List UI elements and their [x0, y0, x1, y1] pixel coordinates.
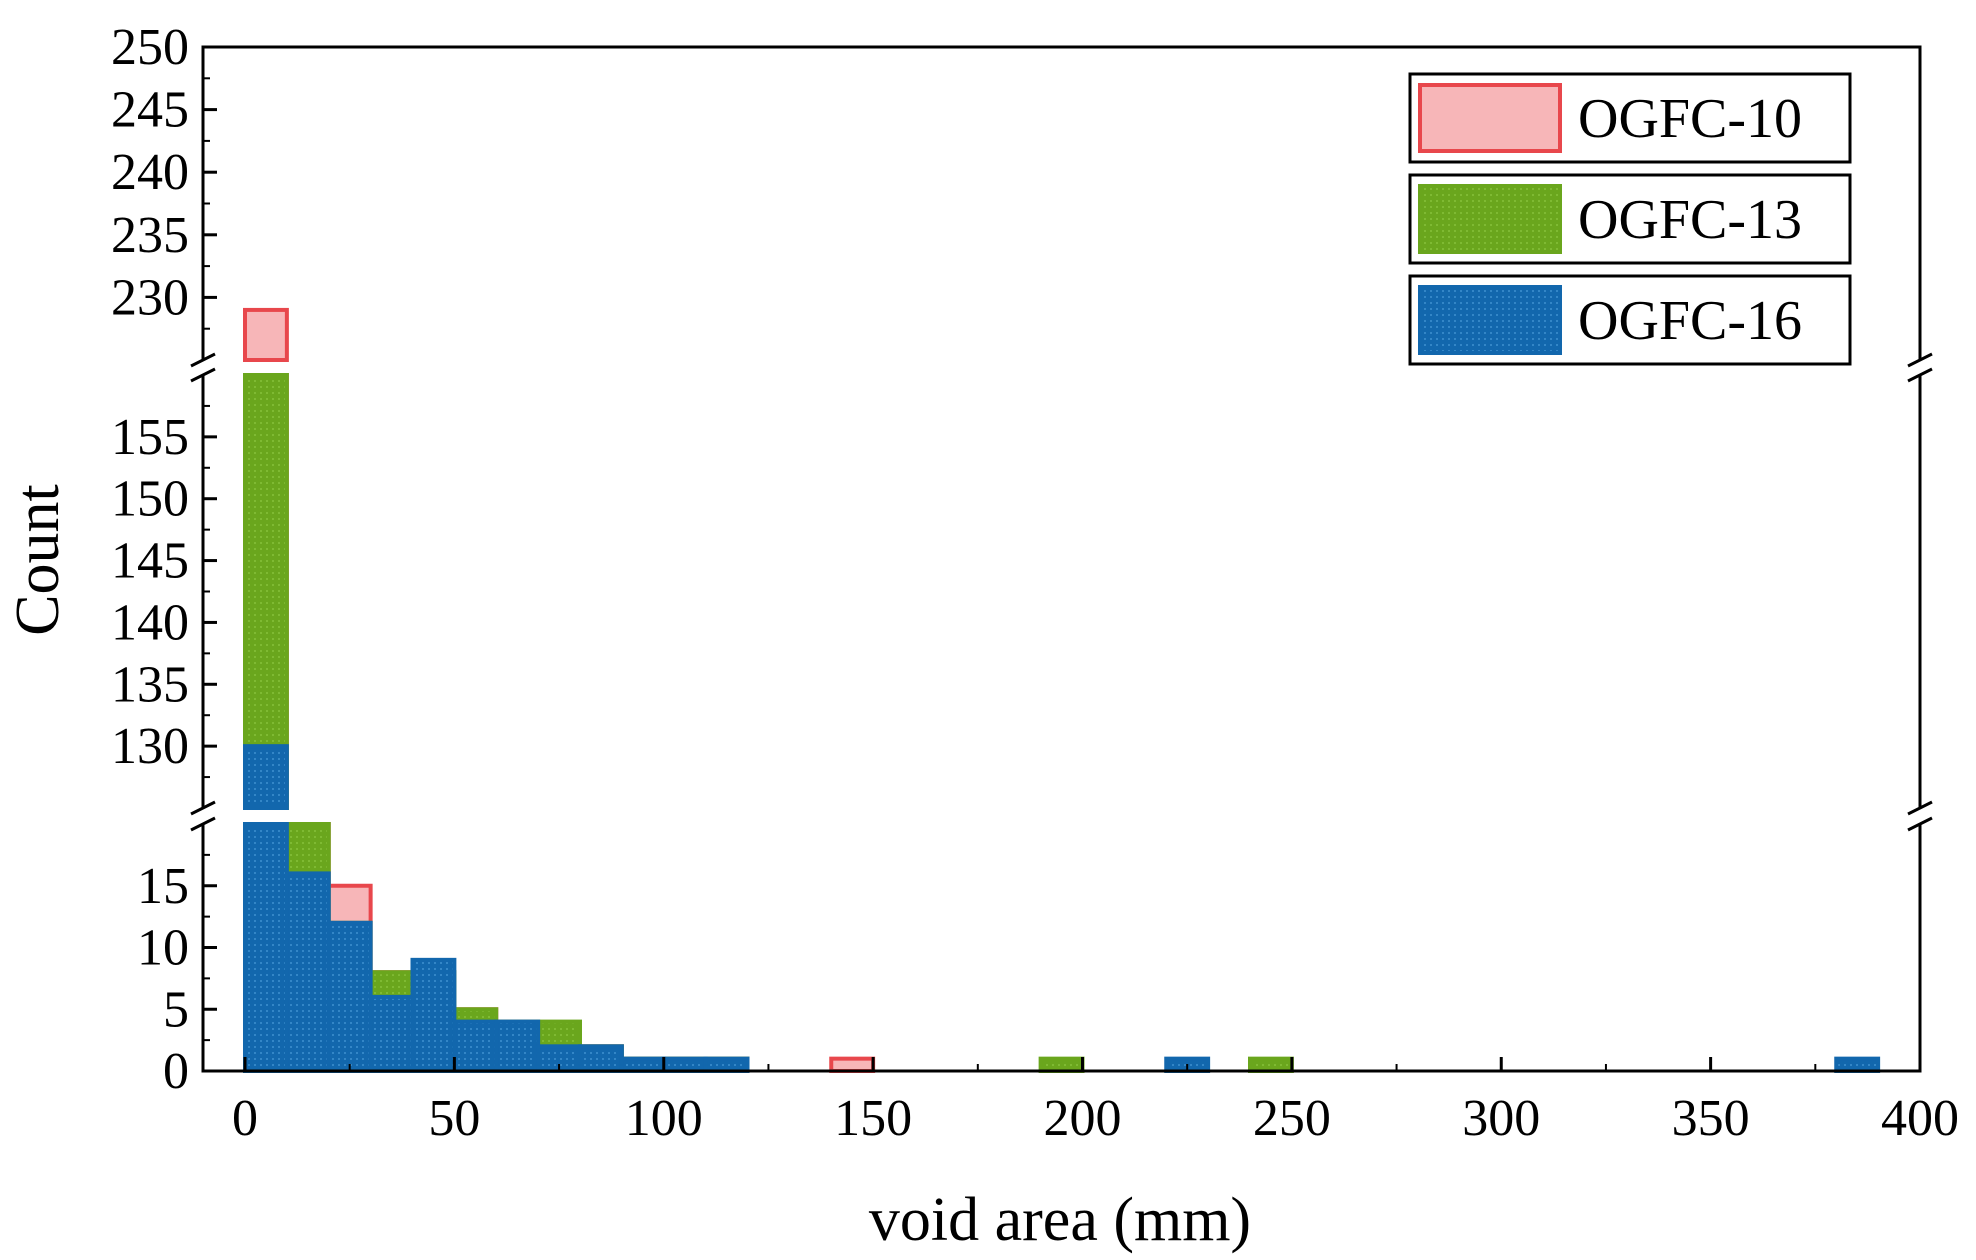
- legend-label: OGFC-16: [1578, 290, 1802, 352]
- bar-ogfc-13: [1248, 1056, 1294, 1074]
- y-axis-title: Count: [4, 484, 72, 636]
- bar-ogfc-16: [452, 1019, 499, 1073]
- plot-frame: [201, 45, 1922, 1073]
- bar-ogfc-16: [494, 1019, 541, 1073]
- y-tick-label: 150: [111, 471, 189, 528]
- axis-breaks: [190, 352, 1933, 832]
- bar-ogfc-16: [661, 1056, 708, 1074]
- x-tick-label: 0: [232, 1090, 258, 1147]
- y-tick-label: 240: [111, 144, 189, 201]
- x-tick-label: 200: [1044, 1090, 1122, 1147]
- legend-label: OGFC-13: [1578, 189, 1802, 251]
- bar-ogfc-16: [326, 920, 373, 1073]
- axis-break-mark: [190, 367, 216, 383]
- y-tick-label: 230: [111, 269, 189, 326]
- axis-break-gap: [197, 361, 209, 374]
- x-tick-label: 400: [1881, 1090, 1959, 1147]
- axis-break-gap: [197, 809, 209, 823]
- bar-ogfc-13: [243, 373, 289, 810]
- y-tick-label: 155: [111, 409, 189, 466]
- bar-ogfc-16: [619, 1056, 666, 1074]
- legend: OGFC-10 OGFC-13 OGFC-16: [1408, 72, 1852, 366]
- axis-break-mark: [1907, 816, 1933, 832]
- legend-swatch: [1418, 83, 1562, 153]
- legend-label: OGFC-10: [1578, 88, 1802, 150]
- x-tick-label: 350: [1672, 1090, 1750, 1147]
- x-axis-title: void area (mm): [869, 1186, 1251, 1254]
- y-tick-label: 5: [163, 981, 189, 1038]
- axis-break-gap: [1914, 361, 1926, 374]
- x-tick-label: 300: [1462, 1090, 1540, 1147]
- axis-break-mark: [1907, 352, 1933, 368]
- y-tick-label: 135: [111, 656, 189, 713]
- bar-ogfc-16: [368, 994, 415, 1074]
- bar-ogfc-16: [243, 744, 289, 811]
- y-tick-label: 0: [163, 1043, 189, 1100]
- bar-ogfc-13: [1038, 1056, 1085, 1074]
- legend-swatch: [1418, 184, 1562, 254]
- bar-ogfc-16: [243, 822, 289, 1073]
- y-tick-label: 250: [111, 19, 189, 76]
- y-tick-label: 145: [111, 533, 189, 590]
- bar-ogfc-10: [829, 1056, 876, 1074]
- y-tick-label: 10: [137, 920, 189, 977]
- axis-break-gap: [1914, 809, 1926, 823]
- x-tick-label: 50: [428, 1090, 480, 1147]
- axis-break-mark: [190, 352, 216, 368]
- bar-ogfc-16: [703, 1056, 750, 1074]
- y-tick-label: 130: [111, 718, 189, 775]
- bar-ogfc-16: [410, 957, 457, 1073]
- x-axis-ticks: 0 50 100 150 200 250 300 350 400: [232, 1057, 1959, 1147]
- axis-break-mark: [1907, 367, 1933, 383]
- bar-ogfc-16: [284, 871, 331, 1074]
- axis-break-mark: [190, 816, 216, 832]
- bars-layer: [243, 307, 1881, 1074]
- legend-swatch: [1418, 285, 1562, 355]
- y-tick-label: 15: [137, 858, 189, 915]
- y-tick-label: 235: [111, 207, 189, 264]
- bar-ogfc-10: [243, 307, 289, 363]
- x-tick-label: 150: [834, 1090, 912, 1147]
- bar-ogfc-16: [1834, 1056, 1881, 1074]
- y-tick-label: 140: [111, 594, 189, 651]
- y-tick-label: 245: [111, 82, 189, 139]
- x-tick-label: 100: [625, 1090, 703, 1147]
- bar-ogfc-16: [578, 1044, 624, 1074]
- axis-break-mark: [1907, 800, 1933, 816]
- x-tick-label: 250: [1253, 1090, 1331, 1147]
- axis-break-mark: [190, 800, 216, 816]
